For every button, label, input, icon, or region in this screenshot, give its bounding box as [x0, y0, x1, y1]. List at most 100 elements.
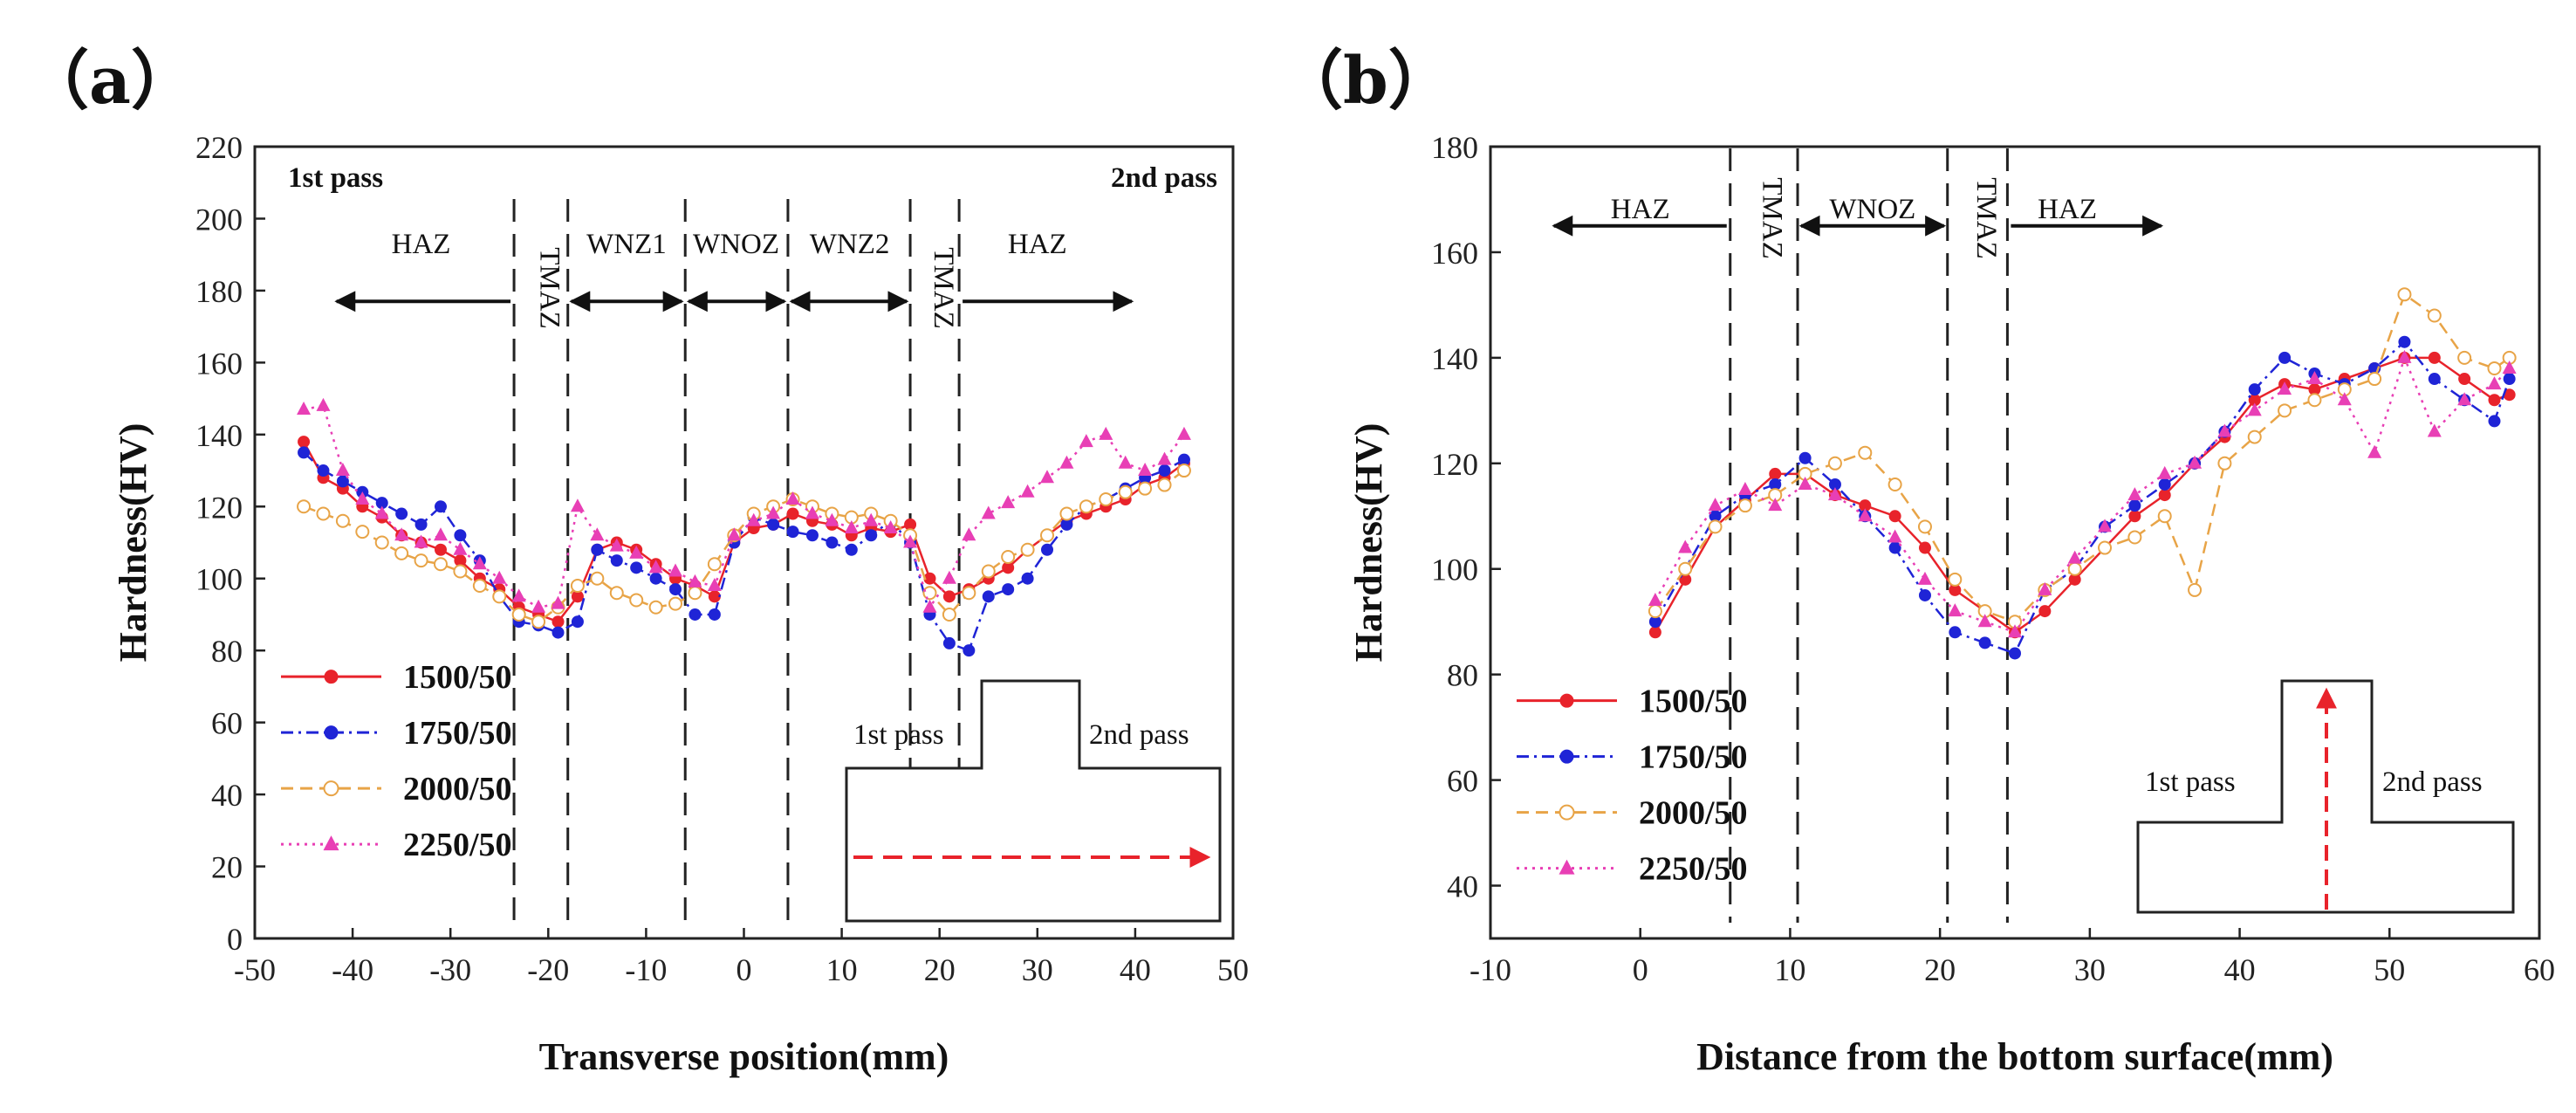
data-point — [1020, 484, 1035, 498]
data-point — [649, 572, 662, 585]
data-point — [2009, 647, 2021, 660]
data-point — [571, 590, 584, 603]
legend-label: 2250/50 — [403, 827, 512, 863]
data-point — [2487, 361, 2502, 375]
y-tick-label: 120 — [195, 490, 243, 525]
data-point — [805, 505, 819, 519]
data-point — [982, 590, 995, 603]
y-tick-label: 220 — [195, 130, 243, 165]
data-point — [472, 578, 487, 593]
legend-marker — [323, 780, 339, 797]
legend-marker — [324, 670, 339, 684]
data-point — [865, 529, 878, 542]
series-line — [303, 441, 1185, 623]
data-point — [923, 572, 936, 585]
data-point — [2128, 499, 2141, 512]
data-point — [727, 527, 742, 541]
data-point — [962, 586, 976, 601]
data-point — [472, 556, 487, 570]
data-point — [2038, 605, 2052, 618]
data-point — [1177, 453, 1190, 466]
data-point — [1917, 571, 1932, 585]
data-point — [454, 529, 467, 542]
data-point — [1769, 477, 1782, 491]
data-point — [1948, 603, 1963, 617]
data-point — [668, 596, 683, 611]
data-point — [1099, 426, 1113, 440]
data-point — [1888, 510, 1901, 523]
zone-label: HAZ — [392, 229, 451, 260]
data-point — [2488, 415, 2501, 428]
data-point — [1858, 445, 1873, 460]
x-tick-label: 40 — [2224, 952, 2256, 987]
data-point — [1798, 451, 1812, 464]
series-line — [303, 404, 1185, 610]
x-tick-label: 60 — [2524, 952, 2555, 987]
y-tick-label: 0 — [227, 922, 243, 957]
legend-marker — [324, 725, 339, 740]
data-point — [1888, 541, 1901, 554]
data-point — [316, 506, 331, 521]
data-point — [826, 536, 839, 549]
data-point — [433, 557, 448, 572]
data-point — [767, 518, 780, 531]
data-point — [414, 553, 428, 568]
data-point — [2247, 402, 2262, 416]
data-point — [707, 557, 722, 572]
y-tick-label: 20 — [211, 850, 243, 885]
data-point — [492, 589, 507, 604]
data-point — [2487, 376, 2502, 390]
data-point — [1918, 588, 1931, 601]
data-point — [1977, 614, 1992, 628]
x-tick-label: -30 — [429, 952, 471, 987]
y-tick-label: 60 — [1447, 764, 1478, 799]
data-point — [1648, 626, 1661, 639]
data-point — [1001, 549, 1016, 564]
zone-label: WNOZ — [1829, 194, 1915, 225]
data-point — [571, 615, 584, 629]
data-point — [1138, 481, 1153, 496]
data-point — [942, 590, 956, 603]
data-point — [1099, 492, 1113, 507]
data-point — [1798, 476, 1812, 490]
data-point — [1708, 519, 1723, 534]
data-point — [1827, 456, 1842, 471]
zone-label: WNOZ — [693, 229, 779, 260]
y-tick-label: 80 — [1447, 658, 1478, 693]
data-point — [609, 538, 624, 552]
data-point — [2158, 489, 2171, 502]
data-point — [1859, 499, 1872, 512]
data-point — [2157, 509, 2172, 524]
data-point — [375, 497, 388, 510]
legend: 1500/50 1750/50 2000/50 2250/50 — [281, 659, 512, 863]
data-point — [2427, 423, 2442, 437]
data-point — [864, 512, 879, 526]
data-point — [453, 541, 468, 555]
data-point — [453, 564, 468, 579]
data-point — [1060, 518, 1073, 531]
data-point — [570, 498, 585, 512]
data-point — [981, 564, 996, 579]
data-point — [1887, 477, 1902, 491]
y-tick-label: 160 — [1431, 236, 1478, 271]
series-line — [303, 469, 1185, 623]
data-point — [1158, 464, 1171, 477]
x-tick-label: 0 — [736, 952, 752, 987]
data-point — [629, 593, 644, 608]
y-tick-label: 40 — [1447, 869, 1478, 904]
data-point — [2503, 388, 2516, 402]
data-point — [922, 586, 937, 601]
data-point — [1157, 477, 1172, 492]
data-point — [2308, 383, 2321, 396]
data-point — [1041, 543, 1054, 556]
data-point — [648, 600, 663, 615]
data-point — [2397, 287, 2412, 302]
data-point — [904, 518, 917, 531]
corner-label-first-pass: 1st pass — [288, 162, 383, 194]
data-point — [355, 491, 370, 505]
zone-label: HAZ — [2038, 194, 2097, 225]
data-point — [2397, 349, 2412, 363]
data-point — [2067, 561, 2082, 576]
data-point — [1176, 426, 1191, 440]
